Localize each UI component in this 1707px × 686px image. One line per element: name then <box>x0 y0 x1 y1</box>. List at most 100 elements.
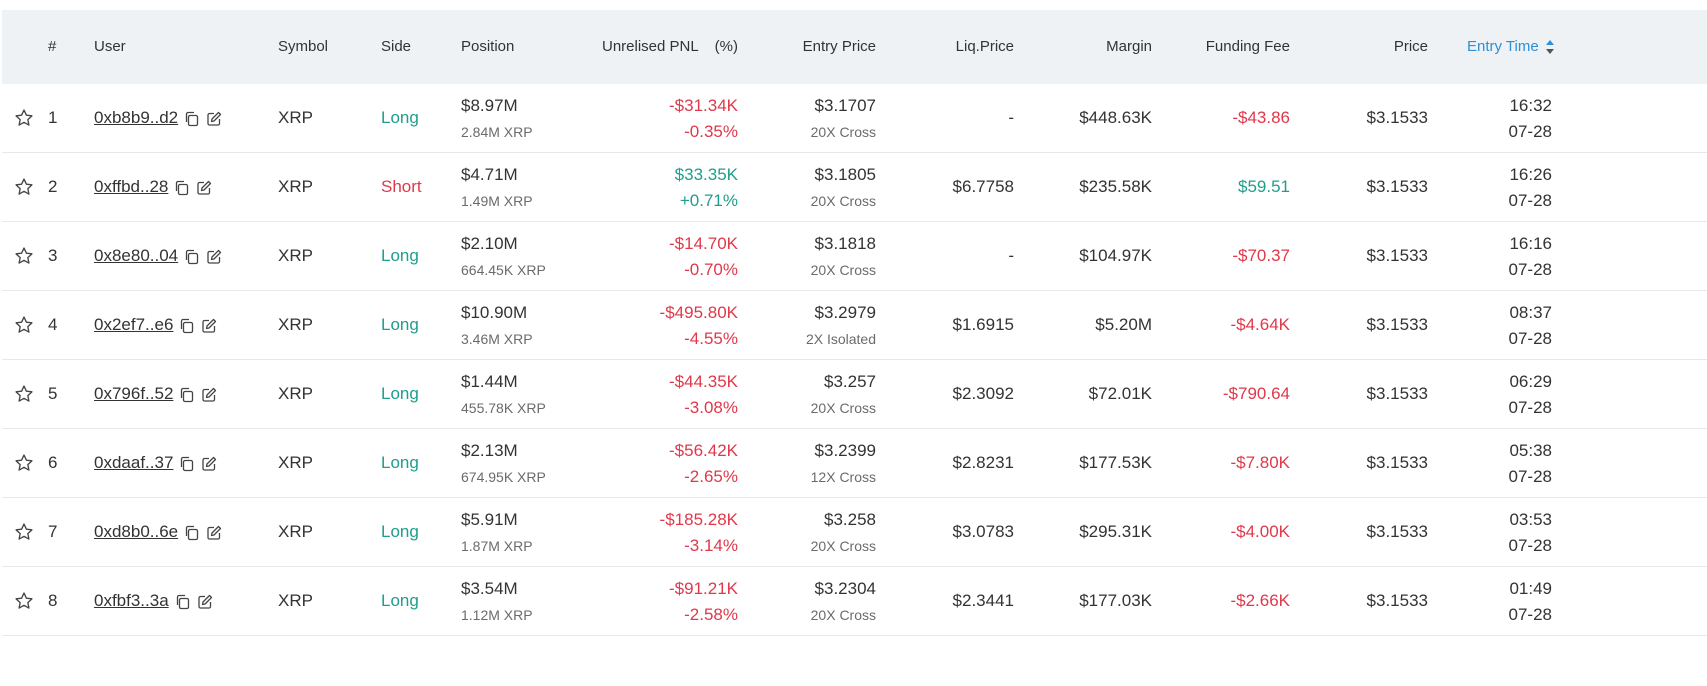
entry-price-cell: $3.2979 2X Isolated <box>754 300 876 352</box>
user-cell: 0x8e80..04 <box>94 222 222 290</box>
entry-time-cell: 01:49 07-28 <box>1442 576 1552 628</box>
entry-time: 06:29 <box>1509 372 1552 391</box>
entry-time-cell: 03:53 07-28 <box>1442 507 1552 559</box>
header-entry-price[interactable]: Entry Price <box>802 38 876 55</box>
user-cell: 0x2ef7..e6 <box>94 291 217 359</box>
header-pnl-pct[interactable]: (%) <box>714 38 738 55</box>
edit-icon[interactable] <box>196 180 212 196</box>
position-cell: $2.10M 664.45K XRP <box>461 231 546 283</box>
position-cell: $10.90M 3.46M XRP <box>461 300 533 352</box>
liq-price: $6.7758 <box>952 177 1014 196</box>
funding-fee: -$2.66K <box>1230 591 1290 610</box>
pnl-value: -$44.35K <box>669 372 738 391</box>
pnl-cell: -$91.21K -2.58% <box>598 576 738 628</box>
entry-price: $3.2399 <box>814 441 876 460</box>
entry-price: $3.2979 <box>814 303 876 322</box>
user-address-link[interactable]: 0x8e80..04 <box>94 246 179 265</box>
star-icon[interactable] <box>14 177 34 197</box>
user-address-link[interactable]: 0x796f..52 <box>94 384 174 403</box>
header-margin[interactable]: Margin <box>1106 38 1152 55</box>
position-quantity: 1.49M XRP <box>461 193 533 209</box>
copy-icon[interactable] <box>179 318 195 334</box>
entry-price: $3.2304 <box>814 579 876 598</box>
star-icon[interactable] <box>14 315 34 335</box>
user-address-link[interactable]: 0xdaaf..37 <box>94 453 174 472</box>
edit-icon[interactable] <box>206 249 222 265</box>
table-row: 5 0x796f..52 XRP Long $1.44M 455.78K XRP… <box>2 360 1707 429</box>
entry-date: 07-28 <box>1508 191 1552 210</box>
pnl-cell: -$56.42K -2.65% <box>598 438 738 490</box>
copy-icon[interactable] <box>175 594 191 610</box>
header-entry-time[interactable]: Entry Time <box>1467 10 1555 84</box>
user-address-link[interactable]: 0xffbd..28 <box>94 177 169 196</box>
row-number: 4 <box>48 315 58 334</box>
liq-price: $1.6915 <box>952 315 1014 334</box>
position-cell: $8.97M 2.84M XRP <box>461 93 533 145</box>
table-row: 4 0x2ef7..e6 XRP Long $10.90M 3.46M XRP … <box>2 291 1707 360</box>
edit-icon[interactable] <box>206 525 222 541</box>
symbol: XRP <box>278 591 313 610</box>
symbol: XRP <box>278 246 313 265</box>
funding-fee: -$4.64K <box>1230 315 1290 334</box>
copy-icon[interactable] <box>179 387 195 403</box>
pnl-cell: -$44.35K -3.08% <box>598 369 738 421</box>
copy-icon[interactable] <box>174 180 190 196</box>
star-icon[interactable] <box>14 591 34 611</box>
price: $3.1533 <box>1366 246 1428 265</box>
copy-icon[interactable] <box>184 525 200 541</box>
edit-icon[interactable] <box>201 387 217 403</box>
row-number: 5 <box>48 384 58 403</box>
side-badge: Long <box>381 246 419 265</box>
price: $3.1533 <box>1366 177 1428 196</box>
row-number: 8 <box>48 591 58 610</box>
pnl-value: -$56.42K <box>669 441 738 460</box>
symbol: XRP <box>278 315 313 334</box>
header-position[interactable]: Position <box>461 38 515 55</box>
entry-date: 07-28 <box>1508 260 1552 279</box>
table-row: 1 0xb8b9..d2 XRP Long $8.97M 2.84M XRP -… <box>2 84 1707 153</box>
star-icon[interactable] <box>14 453 34 473</box>
funding-fee: -$43.86 <box>1232 108 1290 127</box>
header-user[interactable]: User <box>94 38 126 55</box>
edit-icon[interactable] <box>206 111 222 127</box>
side-badge: Short <box>381 177 422 196</box>
position-quantity: 664.45K XRP <box>461 262 546 278</box>
header-pnl[interactable]: Unrelised PNL <box>602 38 699 55</box>
entry-price: $3.1707 <box>814 96 876 115</box>
user-cell: 0xd8b0..6e <box>94 498 222 566</box>
user-address-link[interactable]: 0xd8b0..6e <box>94 522 179 541</box>
edit-icon[interactable] <box>197 594 213 610</box>
star-icon[interactable] <box>14 384 34 404</box>
price: $3.1533 <box>1366 453 1428 472</box>
edit-icon[interactable] <box>201 318 217 334</box>
entry-time-cell: 16:16 07-28 <box>1442 231 1552 283</box>
header-side[interactable]: Side <box>381 38 412 55</box>
copy-icon[interactable] <box>179 456 195 472</box>
pnl-percent: +0.71% <box>679 191 738 210</box>
user-address-link[interactable]: 0x2ef7..e6 <box>94 315 174 334</box>
star-icon[interactable] <box>14 522 34 542</box>
entry-date: 07-28 <box>1508 467 1552 486</box>
user-address-link[interactable]: 0xfbf3..3a <box>94 591 169 610</box>
pnl-percent: -2.65% <box>684 467 738 486</box>
header-liq-price[interactable]: Liq.Price <box>955 38 1014 55</box>
entry-price-cell: $3.2399 12X Cross <box>754 438 876 490</box>
copy-icon[interactable] <box>184 249 200 265</box>
table-row: 3 0x8e80..04 XRP Long $2.10M 664.45K XRP… <box>2 222 1707 291</box>
pnl-cell: $33.35K +0.71% <box>598 162 738 214</box>
edit-icon[interactable] <box>201 456 217 472</box>
header-num: # <box>48 38 57 55</box>
header-symbol[interactable]: Symbol <box>278 38 329 55</box>
star-icon[interactable] <box>14 246 34 266</box>
pnl-percent: -3.08% <box>684 398 738 417</box>
user-cell: 0xb8b9..d2 <box>94 84 222 152</box>
star-icon[interactable] <box>14 108 34 128</box>
user-address-link[interactable]: 0xb8b9..d2 <box>94 108 179 127</box>
header-funding-fee[interactable]: Funding Fee <box>1205 38 1290 55</box>
copy-icon[interactable] <box>184 111 200 127</box>
symbol: XRP <box>278 453 313 472</box>
user-cell: 0x796f..52 <box>94 360 217 428</box>
header-price[interactable]: Price <box>1393 38 1428 55</box>
margin: $448.63K <box>1079 108 1152 127</box>
